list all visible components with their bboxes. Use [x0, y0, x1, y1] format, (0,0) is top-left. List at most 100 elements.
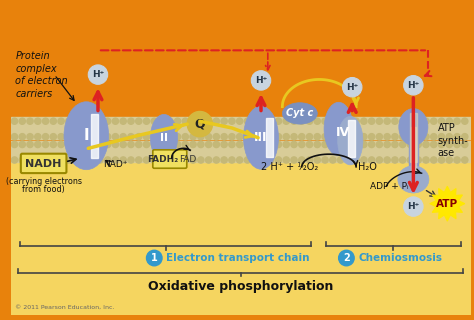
Circle shape — [81, 141, 88, 148]
Circle shape — [19, 134, 26, 140]
Circle shape — [322, 157, 328, 163]
Circle shape — [190, 118, 196, 124]
Circle shape — [361, 157, 367, 163]
Text: 1: 1 — [151, 253, 158, 263]
Circle shape — [345, 134, 351, 140]
Circle shape — [361, 134, 367, 140]
Circle shape — [198, 118, 204, 124]
Circle shape — [244, 134, 251, 140]
Circle shape — [43, 141, 49, 148]
Text: FADH₂: FADH₂ — [147, 155, 179, 164]
Circle shape — [43, 118, 49, 124]
Text: H⁺: H⁺ — [346, 83, 358, 92]
Circle shape — [268, 118, 274, 124]
Circle shape — [206, 157, 212, 163]
Circle shape — [105, 141, 111, 148]
Circle shape — [407, 157, 413, 163]
Circle shape — [50, 157, 56, 163]
Circle shape — [415, 157, 421, 163]
Circle shape — [384, 118, 390, 124]
Circle shape — [338, 250, 354, 266]
Text: NAD⁺: NAD⁺ — [103, 160, 128, 169]
Circle shape — [330, 141, 336, 148]
Circle shape — [275, 157, 282, 163]
Circle shape — [27, 118, 33, 124]
Circle shape — [19, 141, 26, 148]
Circle shape — [97, 141, 103, 148]
Text: I: I — [83, 128, 89, 143]
Ellipse shape — [150, 114, 178, 161]
Text: 2 H⁺ + ½O₂: 2 H⁺ + ½O₂ — [262, 162, 319, 172]
Circle shape — [229, 118, 235, 124]
Circle shape — [159, 134, 165, 140]
Circle shape — [251, 71, 271, 90]
Circle shape — [376, 118, 383, 124]
Circle shape — [11, 141, 18, 148]
Circle shape — [337, 118, 344, 124]
Circle shape — [97, 118, 103, 124]
Circle shape — [446, 157, 452, 163]
Circle shape — [438, 118, 445, 124]
Circle shape — [206, 134, 212, 140]
Circle shape — [182, 134, 189, 140]
Circle shape — [314, 157, 320, 163]
Ellipse shape — [244, 106, 278, 169]
Circle shape — [400, 141, 406, 148]
Circle shape — [159, 118, 165, 124]
Ellipse shape — [399, 108, 428, 146]
Text: H₂O: H₂O — [358, 162, 377, 172]
Circle shape — [105, 118, 111, 124]
Circle shape — [306, 118, 313, 124]
Circle shape — [43, 157, 49, 163]
Circle shape — [345, 157, 351, 163]
Circle shape — [229, 141, 235, 148]
Circle shape — [120, 141, 126, 148]
Circle shape — [73, 141, 80, 148]
Circle shape — [167, 134, 173, 140]
Circle shape — [167, 141, 173, 148]
Circle shape — [136, 118, 142, 124]
Circle shape — [237, 118, 243, 124]
Circle shape — [268, 157, 274, 163]
Circle shape — [431, 141, 437, 148]
Circle shape — [415, 141, 421, 148]
Circle shape — [81, 157, 88, 163]
FancyBboxPatch shape — [21, 154, 66, 173]
Circle shape — [66, 141, 72, 148]
Circle shape — [368, 134, 375, 140]
Circle shape — [66, 157, 72, 163]
Bar — [410, 113, 417, 162]
Circle shape — [174, 141, 181, 148]
Circle shape — [213, 134, 219, 140]
Circle shape — [221, 141, 227, 148]
Circle shape — [136, 157, 142, 163]
Circle shape — [128, 118, 134, 124]
Text: NADH: NADH — [26, 159, 62, 169]
Circle shape — [376, 157, 383, 163]
Circle shape — [283, 134, 289, 140]
Circle shape — [136, 134, 142, 140]
Circle shape — [368, 157, 375, 163]
Circle shape — [229, 134, 235, 140]
Text: 2: 2 — [343, 253, 350, 263]
Circle shape — [237, 157, 243, 163]
Circle shape — [283, 157, 289, 163]
Circle shape — [105, 157, 111, 163]
Text: (carrying electrons: (carrying electrons — [6, 177, 82, 186]
Circle shape — [291, 141, 297, 148]
Circle shape — [190, 157, 196, 163]
Circle shape — [392, 118, 398, 124]
Circle shape — [167, 157, 173, 163]
Text: II: II — [160, 133, 168, 143]
Circle shape — [392, 134, 398, 140]
Circle shape — [314, 134, 320, 140]
Circle shape — [128, 157, 134, 163]
Circle shape — [392, 157, 398, 163]
Circle shape — [404, 197, 423, 216]
Circle shape — [407, 134, 413, 140]
Circle shape — [423, 157, 429, 163]
Bar — [10, 155, 471, 315]
Circle shape — [454, 141, 460, 148]
Circle shape — [431, 134, 437, 140]
Circle shape — [97, 157, 103, 163]
